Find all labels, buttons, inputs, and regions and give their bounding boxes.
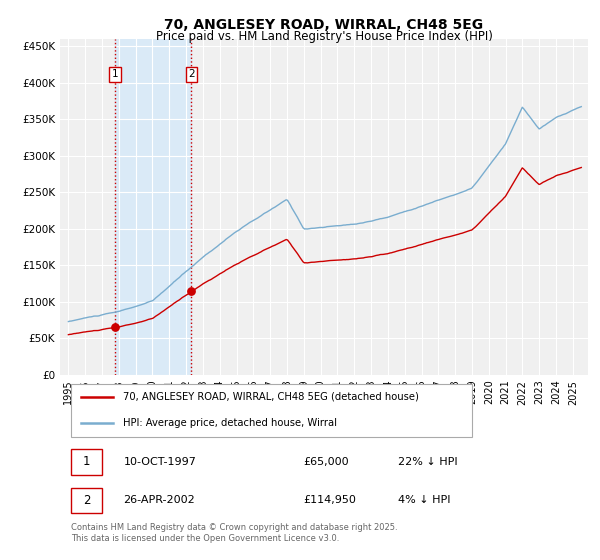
Text: 2: 2 [188, 69, 195, 80]
Text: 4% ↓ HPI: 4% ↓ HPI [398, 495, 451, 505]
FancyBboxPatch shape [71, 384, 472, 437]
FancyBboxPatch shape [71, 449, 102, 474]
Point [187, 287, 196, 296]
Text: HPI: Average price, detached house, Wirral: HPI: Average price, detached house, Wirr… [124, 418, 337, 428]
FancyBboxPatch shape [71, 488, 102, 513]
Text: Price paid vs. HM Land Registry's House Price Index (HPI): Price paid vs. HM Land Registry's House … [155, 30, 493, 43]
Text: 70, ANGLESEY ROAD, WIRRAL, CH48 5EG: 70, ANGLESEY ROAD, WIRRAL, CH48 5EG [164, 18, 484, 32]
Text: 1: 1 [112, 69, 118, 80]
Text: 10-OCT-1997: 10-OCT-1997 [124, 457, 196, 467]
Text: 2: 2 [83, 494, 90, 507]
Text: Contains HM Land Registry data © Crown copyright and database right 2025.
This d: Contains HM Land Registry data © Crown c… [71, 523, 397, 543]
Point [110, 323, 120, 332]
Text: 22% ↓ HPI: 22% ↓ HPI [398, 457, 458, 467]
Text: 26-APR-2002: 26-APR-2002 [124, 495, 195, 505]
Text: £114,950: £114,950 [303, 495, 356, 505]
Text: £65,000: £65,000 [303, 457, 349, 467]
Bar [115, 39, 191, 375]
Text: 1: 1 [83, 455, 90, 468]
Text: 70, ANGLESEY ROAD, WIRRAL, CH48 5EG (detached house): 70, ANGLESEY ROAD, WIRRAL, CH48 5EG (det… [124, 391, 419, 402]
